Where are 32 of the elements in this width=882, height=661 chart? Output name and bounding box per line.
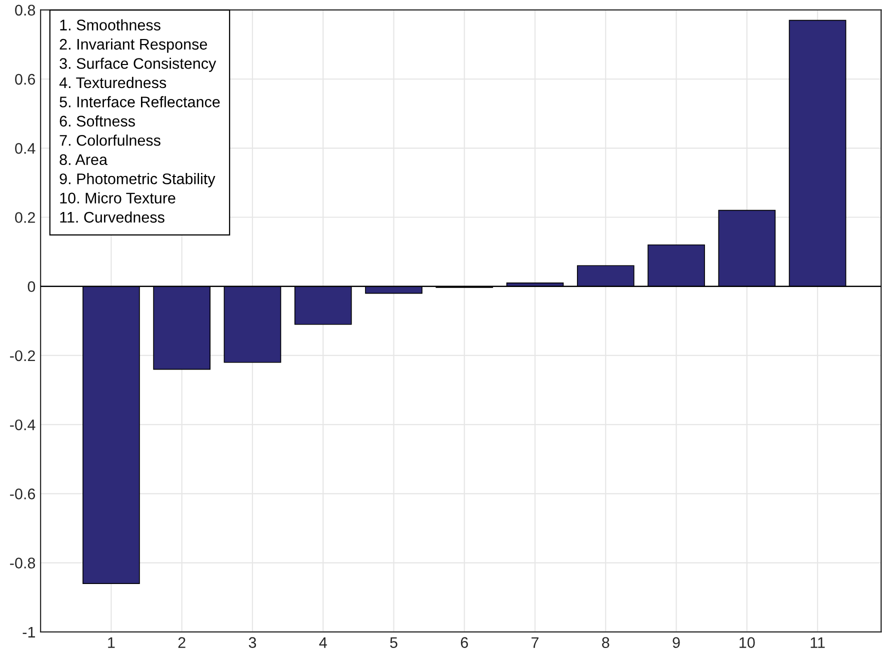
annotation: 2. Invariant Response: [60, 38, 208, 53]
annotation: 1. Smoothness: [60, 19, 160, 30]
x-tick-label: 7: [532, 637, 538, 648]
y-tick-label: 0.6: [15, 74, 36, 85]
x-tick-label: 1: [108, 637, 115, 648]
y-tick-label: -0.8: [10, 558, 36, 568]
annotation: 6. Softness: [60, 115, 135, 127]
y-tick-label: 0.4: [15, 143, 36, 154]
x-tick-label: 6: [460, 637, 468, 648]
y-tick-label: -0.2: [10, 350, 35, 362]
annotation: 9. Photometric Stability: [60, 173, 216, 188]
x-tick-label: 10: [740, 637, 755, 648]
annotation: 7. Colorfulness: [60, 134, 160, 146]
y-tick-label: -1: [22, 626, 35, 638]
y-tick-label: 0.2: [15, 212, 35, 223]
annotation: 10. Micro Texture: [60, 192, 176, 204]
y-tick-label: 0: [28, 281, 36, 292]
y-tick-label: 0.8: [15, 4, 36, 16]
annotation: 5. Interface Reflectance: [60, 96, 220, 108]
x-tick-label: 11: [810, 637, 825, 648]
annotation: 8. Area: [60, 154, 108, 166]
x-tick-label: 8: [602, 637, 610, 648]
annotation: 4. Texturedness: [59, 76, 166, 88]
annotation: 11. Curvedness: [60, 211, 164, 223]
annotation: 3. Surface Consistency: [60, 58, 216, 72]
x-tick-label: 2: [178, 637, 186, 648]
x-tick-label: 9: [672, 637, 680, 648]
x-tick-label: 4: [319, 637, 327, 648]
x-tick-label: 5: [390, 637, 398, 648]
y-tick-label: -0.4: [10, 419, 36, 430]
y-tick-label: -0.6: [10, 488, 36, 500]
x-tick-label: 3: [248, 637, 256, 648]
